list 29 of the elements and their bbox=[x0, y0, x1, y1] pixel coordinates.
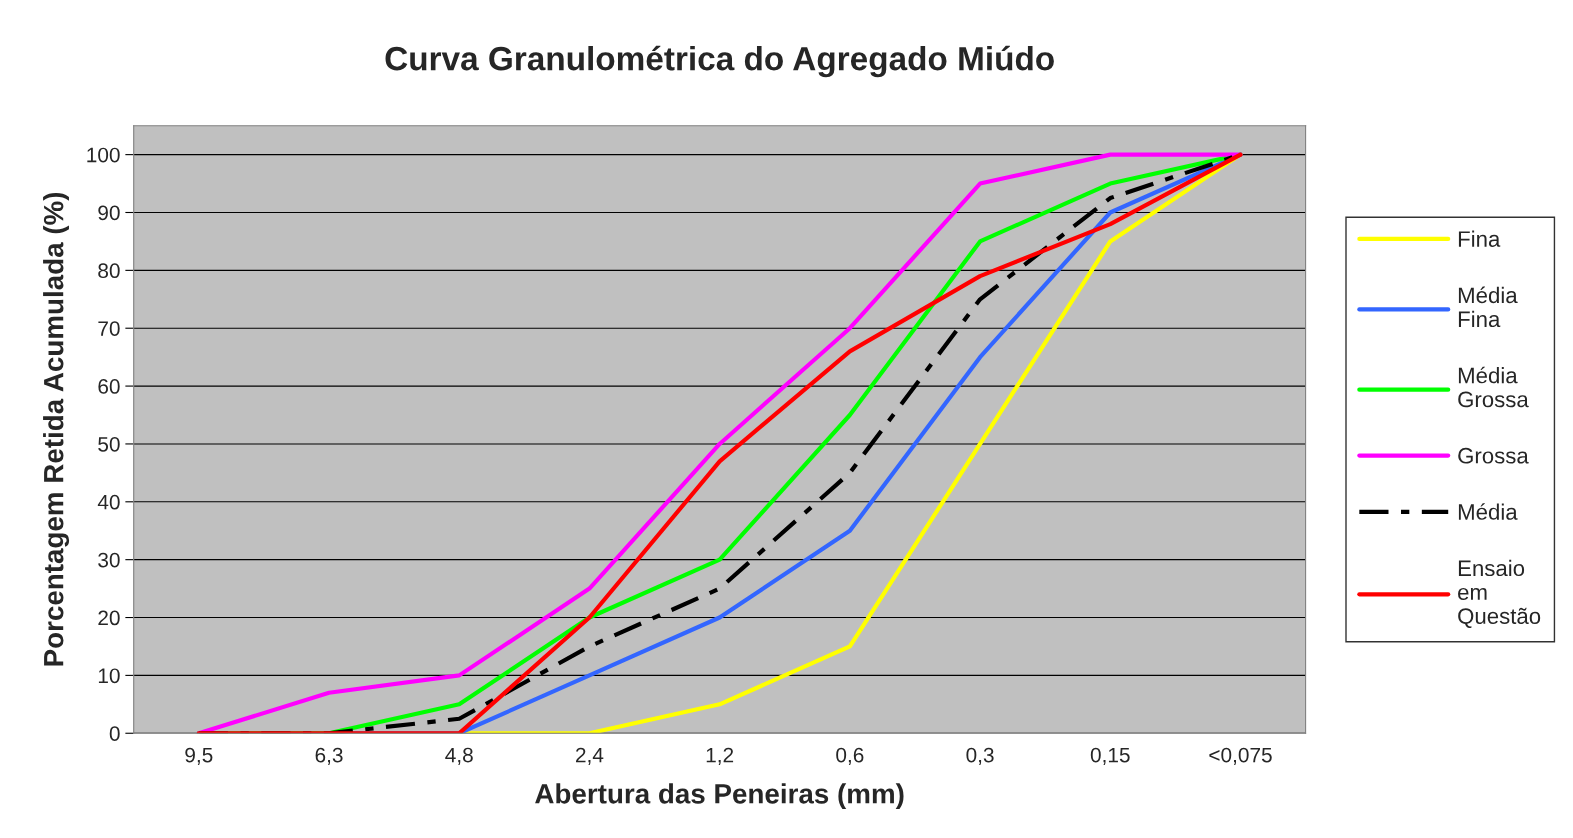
y-tick-label: 100 bbox=[87, 147, 120, 163]
x-tick-label: 9,5 bbox=[185, 747, 213, 765]
x-axis-title: Abertura das Peneiras (mm) bbox=[535, 783, 904, 810]
x-tick-label: 2,4 bbox=[576, 747, 604, 765]
legend-label: Ensaio em Questão bbox=[1458, 559, 1541, 628]
x-tick-label: 1,2 bbox=[706, 747, 734, 765]
y-tick-label: 60 bbox=[98, 379, 120, 394]
chart-title: Curva Granulométrica do Agregado Miúdo bbox=[385, 45, 1054, 78]
x-tick-label: 6,3 bbox=[315, 747, 343, 765]
y-tick-label: 40 bbox=[97, 494, 120, 510]
legend-label: Média bbox=[1458, 503, 1518, 520]
legend-label: Média Fina bbox=[1458, 286, 1518, 328]
y-tick-label: 90 bbox=[98, 205, 120, 221]
y-tick-label: 50 bbox=[98, 436, 120, 452]
legend-label: Média Grossa bbox=[1458, 366, 1529, 408]
y-tick-label: 30 bbox=[98, 552, 120, 568]
x-tick-label: 0,15 bbox=[1090, 747, 1130, 765]
y-tick-label: 0 bbox=[109, 726, 120, 741]
y-axis-title: Porcentagem Retida Acumulada (%) bbox=[43, 192, 70, 666]
y-tick-label: 70 bbox=[98, 321, 120, 336]
x-tick-label: <0,075 bbox=[1209, 747, 1272, 765]
x-tick-label: 4,8 bbox=[445, 747, 473, 765]
y-tick-label: 20 bbox=[98, 610, 120, 626]
y-tick-label: 80 bbox=[98, 263, 120, 279]
legend-label: Grossa bbox=[1458, 447, 1529, 464]
legend-label: Fina bbox=[1458, 230, 1501, 247]
x-tick-label: 0,6 bbox=[836, 747, 864, 765]
y-tick-label: 10 bbox=[98, 668, 120, 684]
x-tick-label: 0,3 bbox=[966, 747, 994, 765]
